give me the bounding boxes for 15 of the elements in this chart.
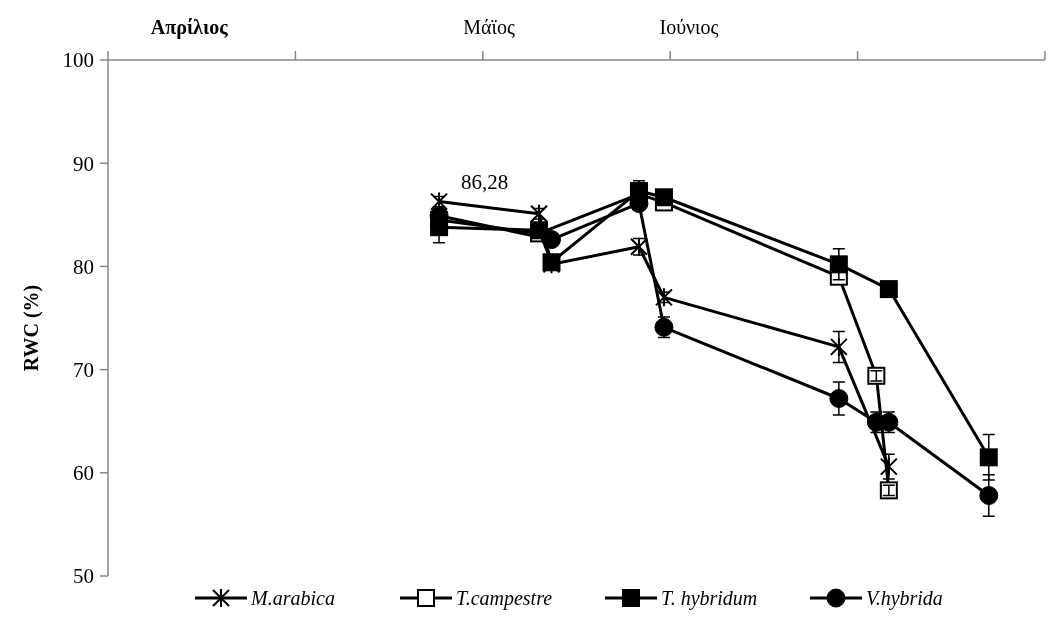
y-tick-label: 80 xyxy=(73,254,94,279)
data-label: 86,28 xyxy=(461,169,509,194)
y-tick-label: 50 xyxy=(73,564,94,589)
x-tick-label: Μάϊος xyxy=(463,16,515,38)
legend-label: M.arabica xyxy=(250,587,335,609)
x-tick-label: Ιούνιος xyxy=(659,16,719,38)
y-axis-title: RWC (%) xyxy=(20,284,43,372)
y-tick-label: 100 xyxy=(62,48,94,73)
y-tick-label: 90 xyxy=(73,151,94,176)
legend-label: V.hybrida xyxy=(866,587,943,610)
legend-label: T. hybridum xyxy=(661,587,758,610)
x-tick-label: Απρίλιος xyxy=(150,16,229,39)
y-tick-label: 70 xyxy=(73,357,94,382)
y-tick-label: 60 xyxy=(73,461,94,486)
legend-label: T.campestre xyxy=(456,587,553,610)
